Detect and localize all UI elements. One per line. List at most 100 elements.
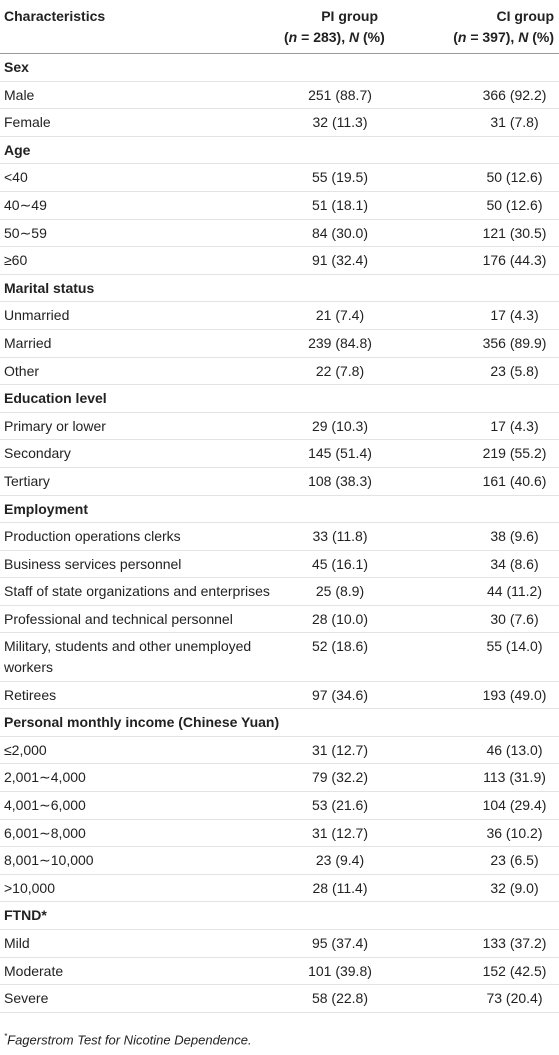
row-label: Tertiary [0, 467, 280, 496]
value-cell: 50 (12.6) [400, 163, 559, 192]
value-cell: 51 (18.1) [280, 191, 400, 220]
row-label: 6,001∼8,000 [0, 819, 280, 848]
header-part: = 283), [297, 29, 349, 45]
row-label: ≤2,000 [0, 736, 280, 765]
row-label: Moderate [0, 957, 280, 986]
section-title: FTND* [0, 901, 559, 930]
row-label: 8,001∼10,000 [0, 846, 280, 875]
value-cell: 29 (10.3) [280, 412, 400, 441]
value-cell: 145 (51.4) [280, 439, 400, 468]
value-cell: 97 (34.6) [280, 681, 400, 710]
value-cell: 251 (88.7) [280, 81, 400, 110]
row-label: Military, students and other unemployed … [0, 632, 280, 682]
value-cell: 84 (30.0) [280, 219, 400, 248]
value-cell: 356 (89.9) [400, 329, 559, 358]
data-row: 4,001∼6,000 53 (21.6) 104 (29.4) [0, 791, 559, 820]
row-label: 2,001∼4,000 [0, 763, 280, 793]
row-label: Severe [0, 984, 280, 1013]
value-cell: 53 (21.6) [280, 791, 400, 820]
row-label: Mild [0, 929, 280, 958]
value-cell: 38 (9.6) [400, 522, 559, 551]
row-label: >10,000 [0, 874, 280, 903]
data-row: Married 239 (84.8) 356 (89.9) [0, 329, 559, 358]
row-label: 40∼49 [0, 191, 280, 220]
section-row: Personal monthly income (Chinese Yuan) [0, 708, 559, 737]
value-cell: 101 (39.8) [280, 957, 400, 986]
data-row: Military, students and other unemployed … [0, 632, 559, 682]
row-label: <40 [0, 163, 280, 192]
value-cell: 55 (19.5) [280, 163, 400, 192]
value-cell: 45 (16.1) [280, 550, 400, 579]
value-cell: 46 (13.0) [400, 736, 559, 765]
value-cell: 95 (37.4) [280, 929, 400, 958]
section-title: Education level [0, 384, 559, 413]
section-title: Personal monthly income (Chinese Yuan) [0, 708, 559, 737]
table-body: Sex Male 251 (88.7) 366 (92.2) Female 32 (11.… [0, 53, 559, 1013]
data-row: ≥60 91 (32.4) 176 (44.3) [0, 246, 559, 275]
data-row: <40 55 (19.5) 50 (12.6) [0, 163, 559, 192]
value-cell: 161 (40.6) [400, 467, 559, 496]
value-cell: 23 (9.4) [280, 846, 400, 875]
data-row: Retirees 97 (34.6) 193 (49.0) [0, 681, 559, 710]
section-title: Sex [0, 53, 559, 82]
value-cell: 28 (11.4) [280, 874, 400, 903]
value-cell: 73 (20.4) [400, 984, 559, 1013]
row-label: Unmarried [0, 301, 280, 330]
data-row: Professional and technical personnel 28 (… [0, 605, 559, 634]
data-row: Male 251 (88.7) 366 (92.2) [0, 81, 559, 110]
data-row: ≤2,000 31 (12.7) 46 (13.0) [0, 736, 559, 765]
header-line: PI group [321, 8, 378, 24]
row-label: Production operations clerks [0, 522, 280, 551]
row-label: Professional and technical personnel [0, 605, 280, 634]
value-cell: 91 (32.4) [280, 246, 400, 275]
footnote-mark: * [4, 1032, 8, 1041]
value-cell: 219 (55.2) [400, 439, 559, 468]
header-part: N [518, 29, 529, 45]
value-cell: 25 (8.9) [280, 577, 400, 606]
header-row: Characteristics PI group (n = 283), N (%) C… [0, 0, 559, 54]
header-part: (%) [528, 29, 554, 45]
row-label: Business services personnel [0, 550, 280, 579]
header-cell: Characteristics [0, 0, 280, 54]
section-title: Employment [0, 495, 559, 524]
footnote-text: Fagerstrom Test for Nicotine Dependence. [7, 1032, 252, 1048]
header-cell: CI group (n = 397), N (%) [400, 0, 559, 54]
section-row: FTND* [0, 901, 559, 930]
data-row: >10,000 28 (11.4) 32 (9.0) [0, 874, 559, 903]
value-cell: 113 (31.9) [400, 763, 559, 793]
header-part: n [288, 29, 298, 45]
value-cell: 121 (30.5) [400, 219, 559, 248]
value-cell: 22 (7.8) [280, 357, 400, 386]
data-row: 40∼49 51 (18.1) 50 (12.6) [0, 191, 559, 220]
value-cell: 31 (12.7) [280, 819, 400, 848]
header-part: n [457, 29, 467, 45]
value-cell: 366 (92.2) [400, 81, 559, 110]
data-row: 6,001∼8,000 31 (12.7) 36 (10.2) [0, 819, 559, 848]
section-row: Marital status [0, 274, 559, 303]
data-row: 50∼59 84 (30.0) 121 (30.5) [0, 219, 559, 248]
header-part: ( [453, 29, 458, 45]
row-label: Staff of state organizations and enterpr… [0, 577, 280, 606]
data-row: Staff of state organizations and enterpr… [0, 577, 559, 606]
header-part: ( [284, 29, 289, 45]
value-cell: 32 (11.3) [280, 108, 400, 137]
data-row: Moderate 101 (39.8) 152 (42.5) [0, 957, 559, 986]
header-part: N [349, 29, 360, 45]
section-row: Employment [0, 495, 559, 524]
value-cell: 55 (14.0) [400, 632, 559, 682]
row-label: ≥60 [0, 246, 280, 275]
data-row: Mild 95 (37.4) 133 (37.2) [0, 929, 559, 958]
value-cell: 32 (9.0) [400, 874, 559, 903]
value-cell: 36 (10.2) [400, 819, 559, 848]
data-table: Characteristics PI group (n = 283), N (%) C… [0, 0, 559, 1013]
value-cell: 152 (42.5) [400, 957, 559, 986]
value-cell: 104 (29.4) [400, 791, 559, 820]
section-row: Education level [0, 384, 559, 413]
data-row: Primary or lower 29 (10.3) 17 (4.3) [0, 412, 559, 441]
value-cell: 17 (4.3) [400, 412, 559, 441]
value-cell: 28 (10.0) [280, 605, 400, 634]
data-row: Other 22 (7.8) 23 (5.8) [0, 357, 559, 386]
row-label: Primary or lower [0, 412, 280, 441]
value-cell: 108 (38.3) [280, 467, 400, 496]
